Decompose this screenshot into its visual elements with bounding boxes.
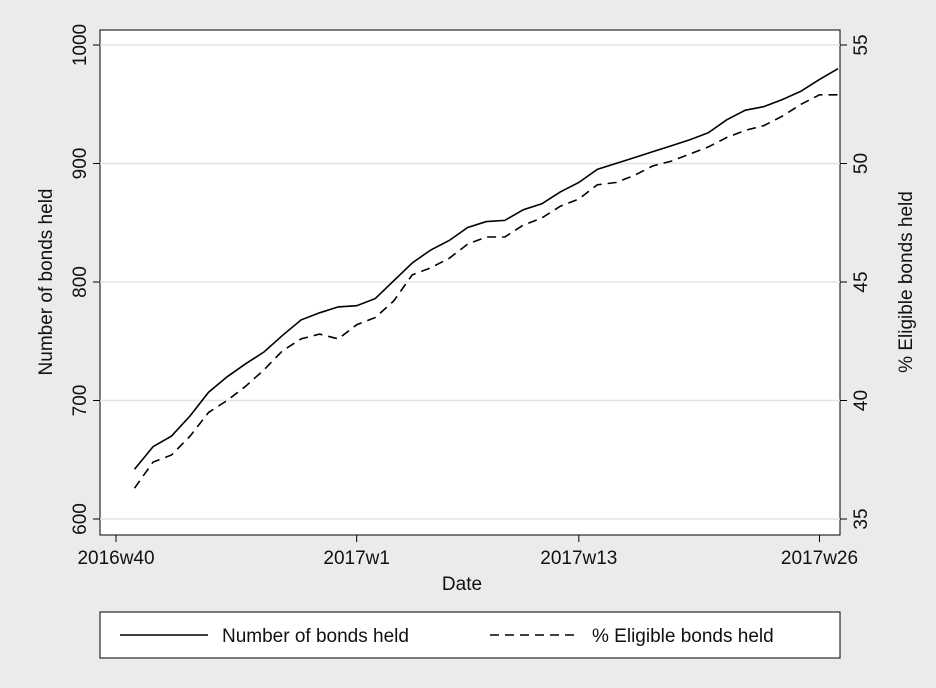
x-tick-label: 2017w13: [540, 548, 617, 569]
legend-label: Number of bonds held: [222, 626, 409, 647]
y-tick-label: 800: [70, 266, 91, 298]
y-axis-title: Number of bonds held: [36, 189, 57, 376]
y2-tick-label: 55: [851, 34, 872, 55]
y2-tick-label: 50: [851, 153, 872, 174]
y2-tick-label: 35: [851, 508, 872, 529]
y-tick-label: 900: [70, 148, 91, 180]
y2-tick-label: 40: [851, 390, 872, 411]
series-line: [133, 94, 838, 489]
y-tick-label: 1000: [70, 24, 91, 66]
x-axis-title: Date: [442, 574, 482, 595]
x-tick-label: 2017w26: [781, 548, 858, 569]
series-line: [133, 68, 839, 470]
y-tick-label: 600: [70, 503, 91, 535]
y2-tick-label: 45: [851, 271, 872, 292]
legend: [99, 611, 841, 659]
x-tick-label: 2017w1: [323, 548, 390, 569]
y-tick-label: 700: [70, 385, 91, 417]
legend-label: % Eligible bonds held: [592, 626, 774, 647]
y2-axis-title: % Eligible bonds held: [896, 191, 917, 373]
x-tick-label: 2016w40: [77, 548, 154, 569]
